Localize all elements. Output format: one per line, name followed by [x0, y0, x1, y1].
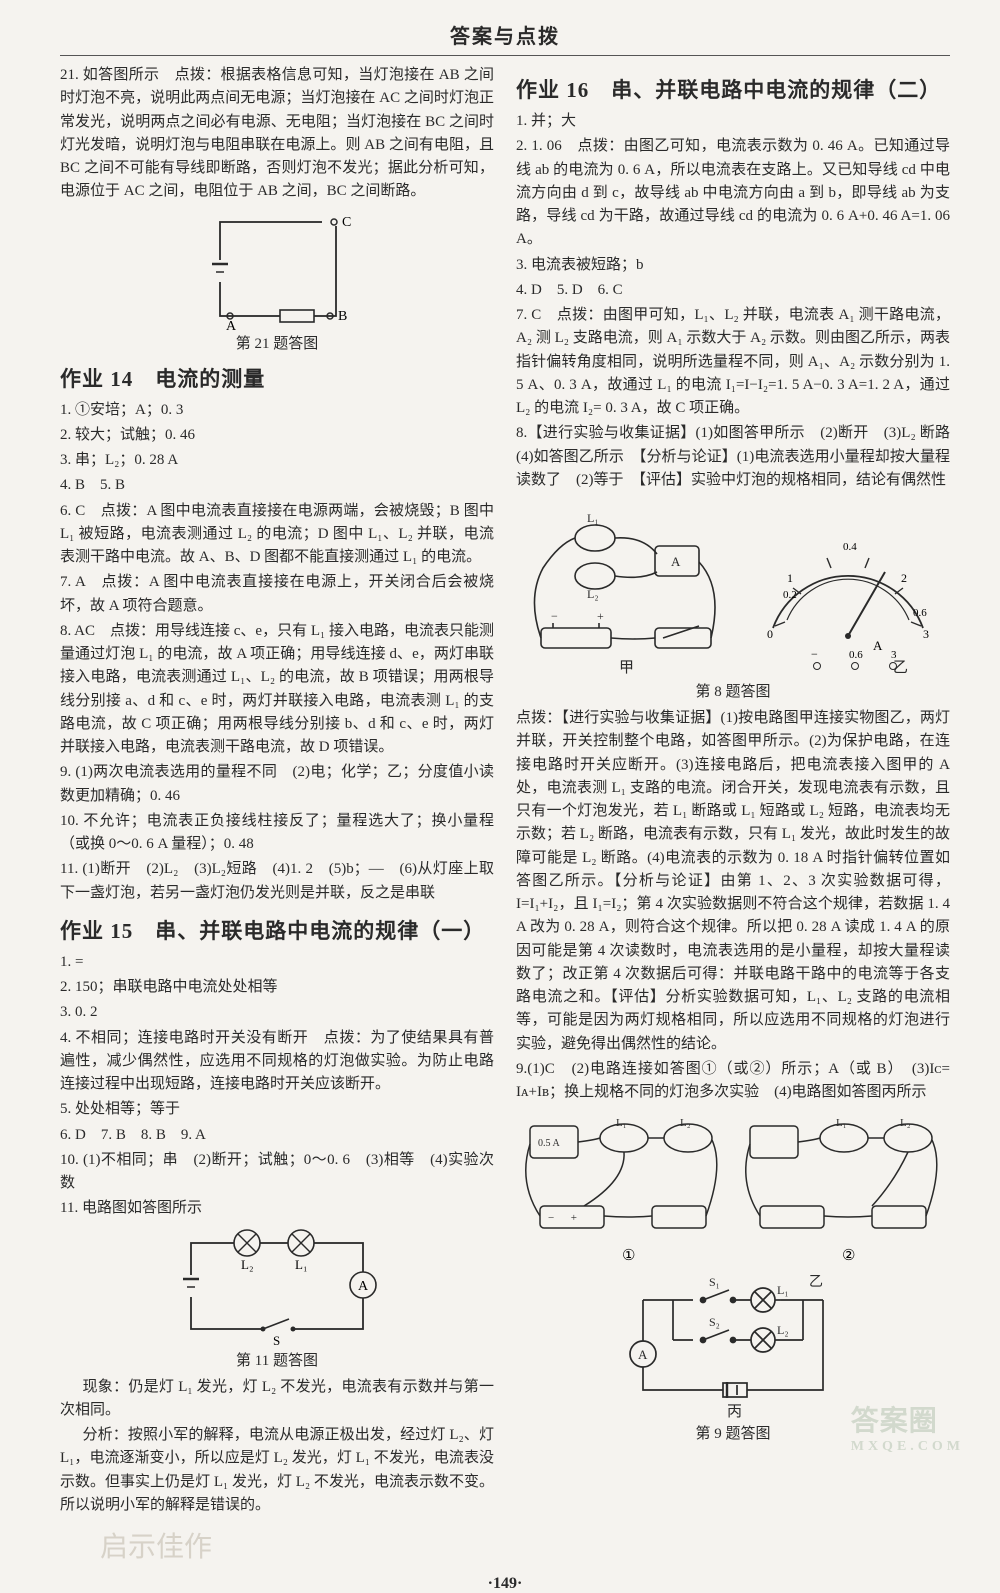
s15-i8: 11. 电路图如答图所示	[60, 1197, 494, 1220]
svg-text:A: A	[671, 554, 681, 569]
circuit-photos-9: 0.5 A L₁ L₂ − + ①	[518, 1110, 948, 1270]
watermark: 答案圈 MXQE.COM	[851, 1399, 964, 1455]
svg-text:0.4: 0.4	[843, 541, 857, 553]
svg-text:L₂: L₂	[241, 1257, 253, 1272]
s14-i4: 4. B 5. B	[60, 474, 494, 497]
page-number: ·149·	[60, 1575, 950, 1593]
svg-text:0.5 A: 0.5 A	[538, 1138, 560, 1149]
s16-tail-1: 点拨：【进行实验与收集证据】(1)按电路图甲连接实物图乙，两灯并联，开关控制整个…	[516, 707, 950, 1056]
two-column-layout: 21. 如答图所示 点拨：根据表格信息可知，当灯泡接在 AB 之间时灯泡不亮，说…	[60, 64, 950, 1565]
svg-text:L₁: L₁	[836, 1117, 847, 1129]
svg-text:−: −	[551, 609, 558, 623]
svg-text:L₁: L₁	[777, 1283, 789, 1297]
s14-i10: 11. (1)断开 (2)L₂ (3)L₂短路 (4)1. 2 (5)b；— (…	[60, 858, 494, 905]
svg-text:0.6: 0.6	[849, 649, 863, 661]
s14-i8: 9. (1)两次电流表选用的量程不同 (2)电；化学；乙；分度值小读数更加精确；…	[60, 761, 494, 808]
s15-i6: 6. D 7. B 8. B 9. A	[60, 1124, 494, 1147]
svg-text:0: 0	[767, 627, 773, 641]
svg-text:L₁: L₁	[616, 1117, 627, 1129]
svg-text:A: A	[638, 1347, 648, 1362]
svg-text:A: A	[873, 638, 883, 653]
s14-i3: 3. 串；L₂；0. 28 A	[60, 449, 494, 472]
circuit-and-meter-diagram-8: − + L₁ L₂ A	[523, 498, 943, 678]
s16-i6: 8.【进行实验与收集证据】(1)如图答甲所示 (2)断开 (3)L₂ 断路 (4…	[516, 422, 950, 492]
right-column: 作业 16 串、并联电路中电流的规律（二） 1. 并；大 2. 1. 06 点拨…	[516, 64, 950, 1565]
circuit-diagram-21: C A B	[192, 210, 362, 330]
section-14-title: 作业 14 电流的测量	[60, 363, 494, 393]
s15-tail-1: 现象：仍是灯 L₁ 发光，灯 L₂ 不发光，电流表有示数并与第一次相同。	[60, 1376, 494, 1423]
fig21-caption: 第 21 题答图	[60, 332, 494, 353]
svg-text:乙: 乙	[893, 660, 908, 676]
s16-i2: 2. 1. 06 点拨：由图乙可知，电流表示数为 0. 46 A。已知通过导线 …	[516, 135, 950, 251]
s14-i7: 8. AC 点拨：用导线连接 c、e，只有 L₁ 接入电路，电流表只能测量通过灯…	[60, 620, 494, 760]
fig9-label-bing: 丙	[727, 1404, 742, 1420]
s15-i7: 10. (1)不相同；串 (2)断开；试触；0～0. 6 (3)相等 (4)实验…	[60, 1149, 494, 1196]
s14-i6: 7. A 点拨：A 图中电流表直接接在电源上，开关闭合后会被烧坏，故 A 项符合…	[60, 571, 494, 618]
svg-text:A: A	[226, 319, 237, 330]
watermark-main: 答案圈	[851, 1406, 938, 1437]
s15-i2: 2. 150；串联电路中电流处处相等	[60, 976, 494, 999]
s14-i1: 1. ①安培；A；0. 3	[60, 399, 494, 422]
section-15-title: 作业 15 串、并联电路中电流的规律（一）	[60, 915, 494, 945]
left-column: 21. 如答图所示 点拨：根据表格信息可知，当灯泡接在 AB 之间时灯泡不亮，说…	[60, 64, 494, 1565]
faint-watermark: 启示佳作	[100, 1525, 494, 1565]
s16-i1: 1. 并；大	[516, 110, 950, 133]
circuit-diagram-9-bing: S₁ L₁ S₂ L₂	[613, 1270, 853, 1420]
s14-i9: 10. 不允许；电流表正负接线柱接反了；量程选大了；换小量程（或换 0～0. 6…	[60, 810, 494, 857]
watermark-sub: MXQE.COM	[851, 1439, 964, 1455]
s15-i5: 5. 处处相等；等于	[60, 1098, 494, 1121]
fig11-caption: 第 11 题答图	[60, 1349, 494, 1370]
svg-text:L₁: L₁	[587, 511, 599, 525]
svg-text:A: A	[358, 1279, 369, 1294]
svg-text:0.2: 0.2	[783, 589, 797, 601]
fig-9: 0.5 A L₁ L₂ − + ①	[516, 1110, 950, 1443]
svg-text:甲: 甲	[619, 660, 634, 676]
s15-i1: 1. =	[60, 951, 494, 974]
page-header: 答案与点拨	[60, 20, 950, 56]
s16-tail-2: 9.(1)C (2)电路连接如答图①（或②）所示；A（或 B） (3)Iᴄ= I…	[516, 1058, 950, 1105]
svg-text:S₂: S₂	[709, 1315, 720, 1329]
svg-text:L₂: L₂	[587, 587, 599, 601]
svg-text:1: 1	[787, 571, 793, 585]
s15-i3: 3. 0. 2	[60, 1001, 494, 1024]
svg-text:乙: 乙	[809, 1274, 823, 1290]
s14-i2: 2. 较大；试触；0. 46	[60, 424, 494, 447]
svg-text:L₂: L₂	[680, 1117, 691, 1129]
s15-i4: 4. 不相同；连接电路时开关没有断开 点拨：为了使结果具有普遍性，减少偶然性，应…	[60, 1027, 494, 1097]
svg-text:L₂: L₂	[900, 1117, 911, 1129]
circuit-diagram-11: L₂ L₁ A S	[167, 1227, 387, 1347]
svg-text:+: +	[597, 609, 604, 623]
svg-text:0.6: 0.6	[913, 607, 927, 619]
fig-11: L₂ L₁ A S 第 11 题答图	[60, 1227, 494, 1370]
fig8-caption: 第 8 题答图	[516, 680, 950, 701]
fig9-label-1: ①	[622, 1248, 635, 1264]
q21-text: 21. 如答图所示 点拨：根据表格信息可知，当灯泡接在 AB 之间时灯泡不亮，说…	[60, 64, 494, 204]
s16-i5: 7. C 点拨：由图甲可知，L₁、L₂ 并联，电流表 A₁ 测干路电流，A₂ 测…	[516, 304, 950, 420]
svg-text:B: B	[338, 309, 347, 324]
svg-text:L₁: L₁	[295, 1257, 307, 1272]
fig9-label-2: ②	[842, 1248, 855, 1264]
fig-21: C A B 第 21 题答图	[60, 210, 494, 353]
svg-text:3: 3	[923, 627, 929, 641]
svg-text:−: −	[811, 647, 818, 661]
svg-text:2: 2	[901, 571, 907, 585]
fig-8: − + L₁ L₂ A	[516, 498, 950, 701]
s16-i3: 3. 电流表被短路；b	[516, 254, 950, 277]
s16-i4: 4. D 5. D 6. C	[516, 279, 950, 302]
svg-text:L₂: L₂	[777, 1323, 789, 1337]
s14-i5: 6. C 点拨：A 图中电流表直接接在电源两端，会被烧毁；B 图中 L₁ 被短路…	[60, 500, 494, 570]
section-16-title: 作业 16 串、并联电路中电流的规律（二）	[516, 74, 950, 104]
svg-text:S: S	[273, 1333, 280, 1347]
svg-text:C: C	[342, 215, 351, 230]
svg-text:− +: − +	[548, 1212, 577, 1224]
svg-text:S₁: S₁	[709, 1275, 720, 1289]
